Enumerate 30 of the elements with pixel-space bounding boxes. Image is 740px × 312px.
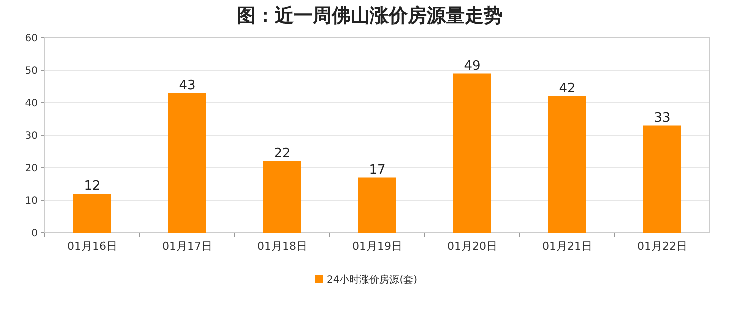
bar — [74, 194, 112, 233]
x-tick-label: 01月16日 — [68, 240, 118, 253]
y-tick-label: 10 — [25, 196, 38, 207]
bar — [264, 162, 302, 233]
data-label: 49 — [464, 58, 481, 74]
data-label: 43 — [179, 78, 196, 94]
y-tick-label: 40 — [25, 98, 38, 110]
x-tick-label: 01月22日 — [638, 240, 688, 253]
y-tick-label: 0 — [32, 228, 38, 240]
data-label: 33 — [654, 110, 671, 126]
y-tick-label: 20 — [25, 164, 38, 174]
data-label: 22 — [274, 146, 291, 162]
data-label: 42 — [559, 82, 576, 96]
bar — [548, 96, 586, 233]
y-tick-label: 60 — [25, 34, 38, 44]
bar — [358, 178, 396, 233]
x-tick-label: 01月19日 — [352, 240, 402, 253]
bar — [454, 74, 492, 233]
x-tick-label: 01月18日 — [258, 240, 308, 253]
y-tick-label: 50 — [25, 66, 38, 77]
data-label: 17 — [369, 162, 386, 178]
chart-title: 图：近一周佛山涨价房源量走势 — [237, 5, 503, 27]
bar — [168, 93, 206, 233]
y-tick-label: 30 — [25, 131, 38, 142]
x-tick-label: 01月20日 — [448, 240, 498, 253]
legend-label: 24小时涨价房源(套) — [327, 274, 418, 286]
bar — [644, 126, 682, 233]
x-tick-label: 01月21日 — [542, 240, 592, 253]
x-tick-label: 01月17日 — [162, 240, 212, 253]
data-label: 12 — [84, 179, 101, 194]
